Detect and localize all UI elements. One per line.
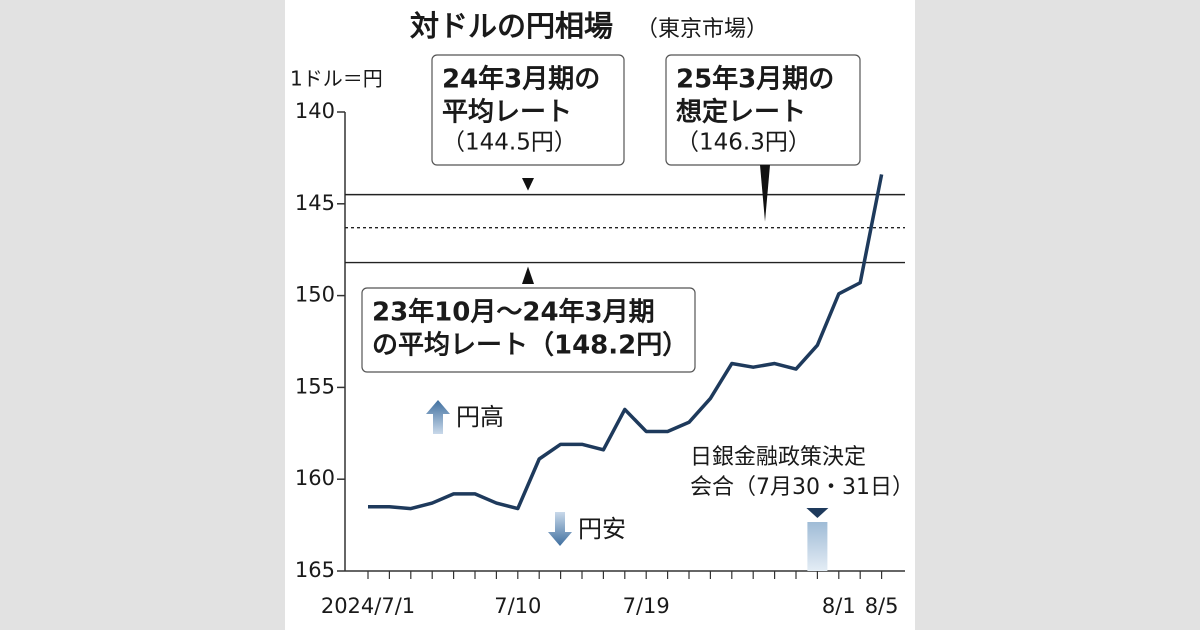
- annotation-text: 平均レート: [442, 98, 572, 128]
- event-marker: [806, 508, 829, 518]
- x-tick-label: 8/5: [865, 594, 899, 618]
- annotation-text: 想定レート: [676, 97, 806, 128]
- annotation-text: （144.5円）: [442, 130, 577, 156]
- y-tick-label: 165: [295, 558, 335, 582]
- y-tick-label: 140: [295, 99, 335, 123]
- y-tick-label: 145: [295, 191, 335, 215]
- annotation-text: 23年10月～24年3月期: [372, 297, 655, 328]
- up-label: 円高: [456, 403, 504, 431]
- annotation-text: （146.3円）: [676, 130, 811, 156]
- down-label: 円安: [578, 515, 626, 543]
- x-tick-label: 7/19: [623, 594, 670, 618]
- annotation-box: [431, 54, 625, 166]
- line-series: [368, 174, 884, 511]
- annotation-box: [361, 287, 696, 373]
- y-tick-label: 155: [295, 374, 335, 398]
- event-label: 会合（7月30・31日）: [690, 475, 914, 500]
- up-arrow: [426, 400, 450, 434]
- x-tick-label: 8/1: [822, 594, 856, 618]
- x-tick-label: 7/10: [494, 594, 541, 618]
- annotation-arrow: [522, 178, 534, 191]
- annotation-text: の平均レート（148.2円）: [372, 331, 688, 361]
- event-band: [807, 522, 828, 571]
- x-tick-label: 2024/7/1: [321, 594, 415, 618]
- chart-title: 対ドルの円相場: [410, 9, 613, 43]
- y-axis-label: 1ドル＝円: [290, 67, 383, 91]
- y-tick-label: 150: [295, 283, 335, 307]
- event-label: 日銀金融政策決定: [690, 445, 866, 470]
- y-tick-label: 160: [295, 466, 335, 490]
- annotation-arrow: [522, 266, 534, 284]
- chart-subtitle: （東京市場）: [636, 17, 768, 42]
- down-arrow: [548, 512, 572, 546]
- annotation-arrow: [760, 165, 770, 222]
- annotation-text: 25年3月期の: [676, 64, 834, 95]
- annotation-text: 24年3月期の: [442, 64, 600, 95]
